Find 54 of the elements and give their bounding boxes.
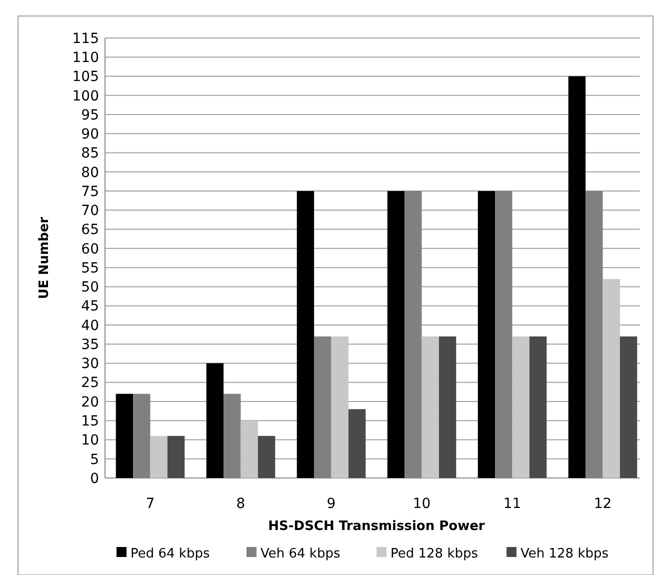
y-tick-label: 35 <box>81 336 99 353</box>
legend-label: Ped 128 kbps <box>390 546 478 562</box>
x-tick-label: 7 <box>146 496 155 512</box>
bar <box>602 279 620 478</box>
y-axis-title: UE Number <box>37 216 52 300</box>
bar <box>620 336 638 478</box>
y-tick-label: 30 <box>81 356 99 372</box>
y-tick-label: 105 <box>72 69 99 86</box>
bar <box>240 420 258 478</box>
y-tick-label: 75 <box>81 184 99 200</box>
bar <box>296 191 314 478</box>
x-tick-label: 12 <box>594 496 612 512</box>
y-tick-label: 100 <box>72 88 99 104</box>
bar <box>422 336 439 478</box>
bar <box>568 76 586 478</box>
bar <box>331 336 348 478</box>
bar <box>348 409 366 478</box>
y-tick-label: 70 <box>81 203 99 220</box>
y-tick-label: 40 <box>81 318 99 334</box>
x-axis-title: HS-DSCH Transmission Power <box>268 519 486 534</box>
bar <box>150 436 168 478</box>
y-tick-label: 85 <box>81 146 99 162</box>
bar <box>167 436 185 478</box>
y-tick-label: 95 <box>81 107 99 124</box>
y-tick-label: 90 <box>81 126 99 143</box>
legend-label: Veh 64 kbps <box>260 546 340 562</box>
y-tick-label: 55 <box>81 260 99 276</box>
y-tick-label: 5 <box>90 452 99 468</box>
y-tick-label: 80 <box>81 164 99 181</box>
bar <box>478 191 496 478</box>
bar <box>438 336 456 478</box>
x-tick-label: 9 <box>326 496 336 512</box>
x-tick-label: 11 <box>503 496 522 512</box>
y-tick-label: 60 <box>81 241 99 258</box>
bar <box>512 336 530 478</box>
bar <box>529 336 547 478</box>
bar <box>206 363 224 478</box>
y-tick-label: 20 <box>81 394 99 410</box>
y-tick-label: 65 <box>81 222 99 238</box>
bar <box>258 436 276 478</box>
y-tick-label: 15 <box>81 414 99 430</box>
legend-label: Veh 128 kbps <box>520 546 609 562</box>
legend-label: Ped 64 kbps <box>130 546 210 562</box>
x-tick-label: 8 <box>236 496 246 512</box>
y-tick-label: 10 <box>81 432 99 449</box>
y-tick-label: 115 <box>72 30 99 47</box>
y-tick-label: 45 <box>81 298 99 315</box>
y-tick-label: 25 <box>81 375 99 392</box>
x-tick-label: 10 <box>412 496 431 512</box>
y-tick-label: 110 <box>72 50 99 66</box>
y-tick-label: 0 <box>90 470 99 487</box>
bar <box>387 191 405 478</box>
y-tick-label: 50 <box>81 280 99 296</box>
bar <box>116 394 134 478</box>
